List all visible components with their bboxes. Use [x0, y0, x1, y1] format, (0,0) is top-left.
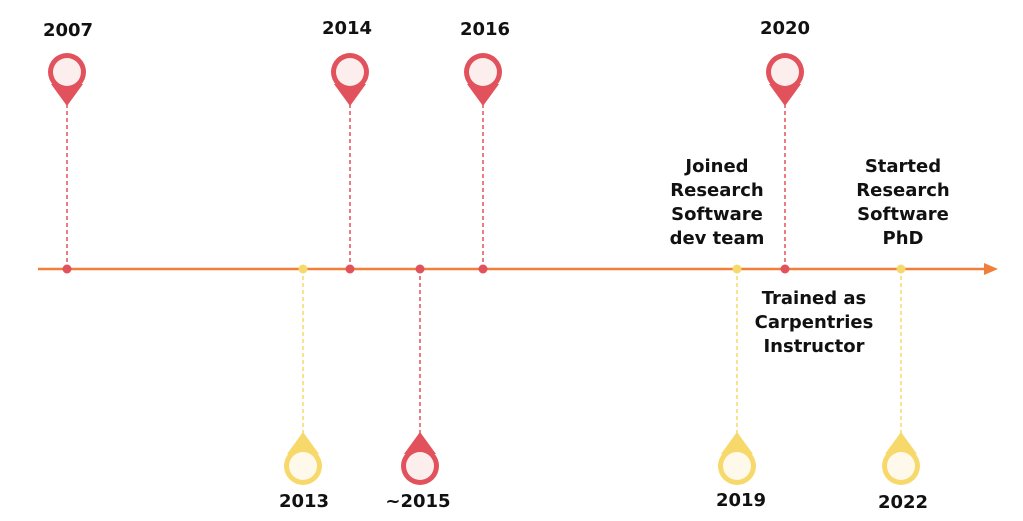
year-label-2007: 2007	[42, 20, 94, 41]
event-marker-2014	[331, 53, 369, 274]
pin-center	[469, 58, 497, 86]
pin-center	[336, 58, 364, 86]
pin-point	[467, 84, 499, 106]
event-description-2019: Joined Research Software dev team	[669, 156, 765, 249]
pin-center	[723, 452, 751, 480]
axis-dot	[62, 264, 72, 274]
event-description-2020: Trained as Carpentries Instructor	[754, 288, 874, 357]
axis-dot	[732, 264, 742, 274]
axis-dot	[415, 264, 425, 274]
axis-dot	[345, 264, 355, 274]
event-marker-2016	[464, 53, 502, 274]
pin-point	[287, 432, 319, 454]
year-label-2016: 2016	[459, 19, 511, 40]
year-label-2022: 2022	[877, 492, 929, 513]
event-marker-2019	[718, 264, 756, 485]
year-label-2020: 2020	[759, 18, 811, 39]
pin-point	[51, 84, 83, 106]
year-label-2013: 2013	[278, 491, 330, 512]
pin-point	[404, 432, 436, 454]
year-label-2015: ~2015	[385, 491, 451, 512]
event-marker-2020	[766, 53, 804, 274]
event-marker-2015	[401, 264, 439, 485]
event-marker-2013	[284, 264, 322, 485]
pin-point	[885, 432, 917, 454]
axis-dot	[896, 264, 906, 274]
year-label-2014: 2014	[321, 18, 373, 39]
pin-point	[769, 84, 801, 106]
event-description-2022: Started Research Software PhD	[856, 156, 950, 249]
year-label-2019: 2019	[715, 490, 767, 511]
axis-dot	[478, 264, 488, 274]
pin-center	[289, 452, 317, 480]
pin-center	[53, 58, 81, 86]
pin-center	[771, 58, 799, 86]
pin-point	[334, 84, 366, 106]
axis-dot	[298, 264, 308, 274]
axis-dot	[780, 264, 790, 274]
pin-center	[887, 452, 915, 480]
pin-point	[721, 432, 753, 454]
pin-center	[406, 452, 434, 480]
event-marker-2007	[48, 53, 86, 274]
event-marker-2022	[882, 264, 920, 485]
